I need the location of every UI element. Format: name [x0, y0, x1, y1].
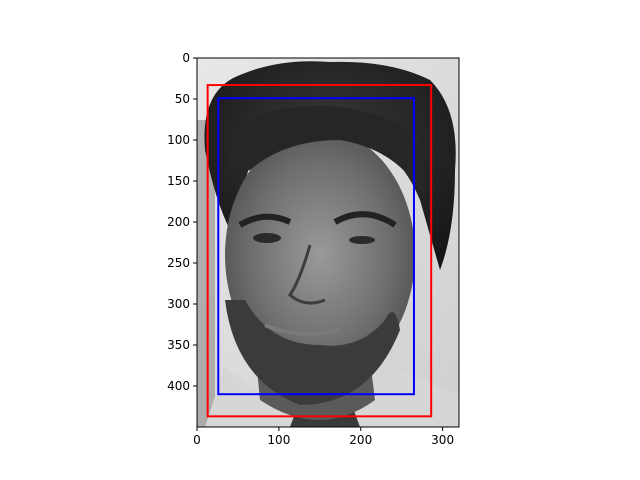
y-tick-label: 350	[167, 338, 190, 352]
y-tick-label: 400	[167, 379, 190, 393]
x-tick-label: 200	[349, 433, 372, 447]
x-tick-label: 100	[267, 433, 290, 447]
x-tick-label: 0	[193, 433, 201, 447]
bounding-box-2	[217, 97, 415, 396]
y-tick-label: 150	[167, 174, 190, 188]
y-tick-label: 100	[167, 133, 190, 147]
y-tick-label: 250	[167, 256, 190, 270]
y-tick-label: 300	[167, 297, 190, 311]
axes-frame	[196, 57, 460, 428]
x-axis-ticks: 0 100 200 300	[193, 427, 454, 447]
y-tick-label: 200	[167, 215, 190, 229]
photo	[197, 58, 459, 427]
x-tick-label: 300	[431, 433, 454, 447]
y-tick-label: 0	[182, 51, 190, 65]
y-axis-ticks: 0 50 100 150 200 250 300 350 400	[167, 51, 197, 393]
bounding-box-1	[206, 84, 433, 418]
y-tick-label: 50	[175, 92, 190, 106]
bounding-boxes	[206, 84, 433, 418]
